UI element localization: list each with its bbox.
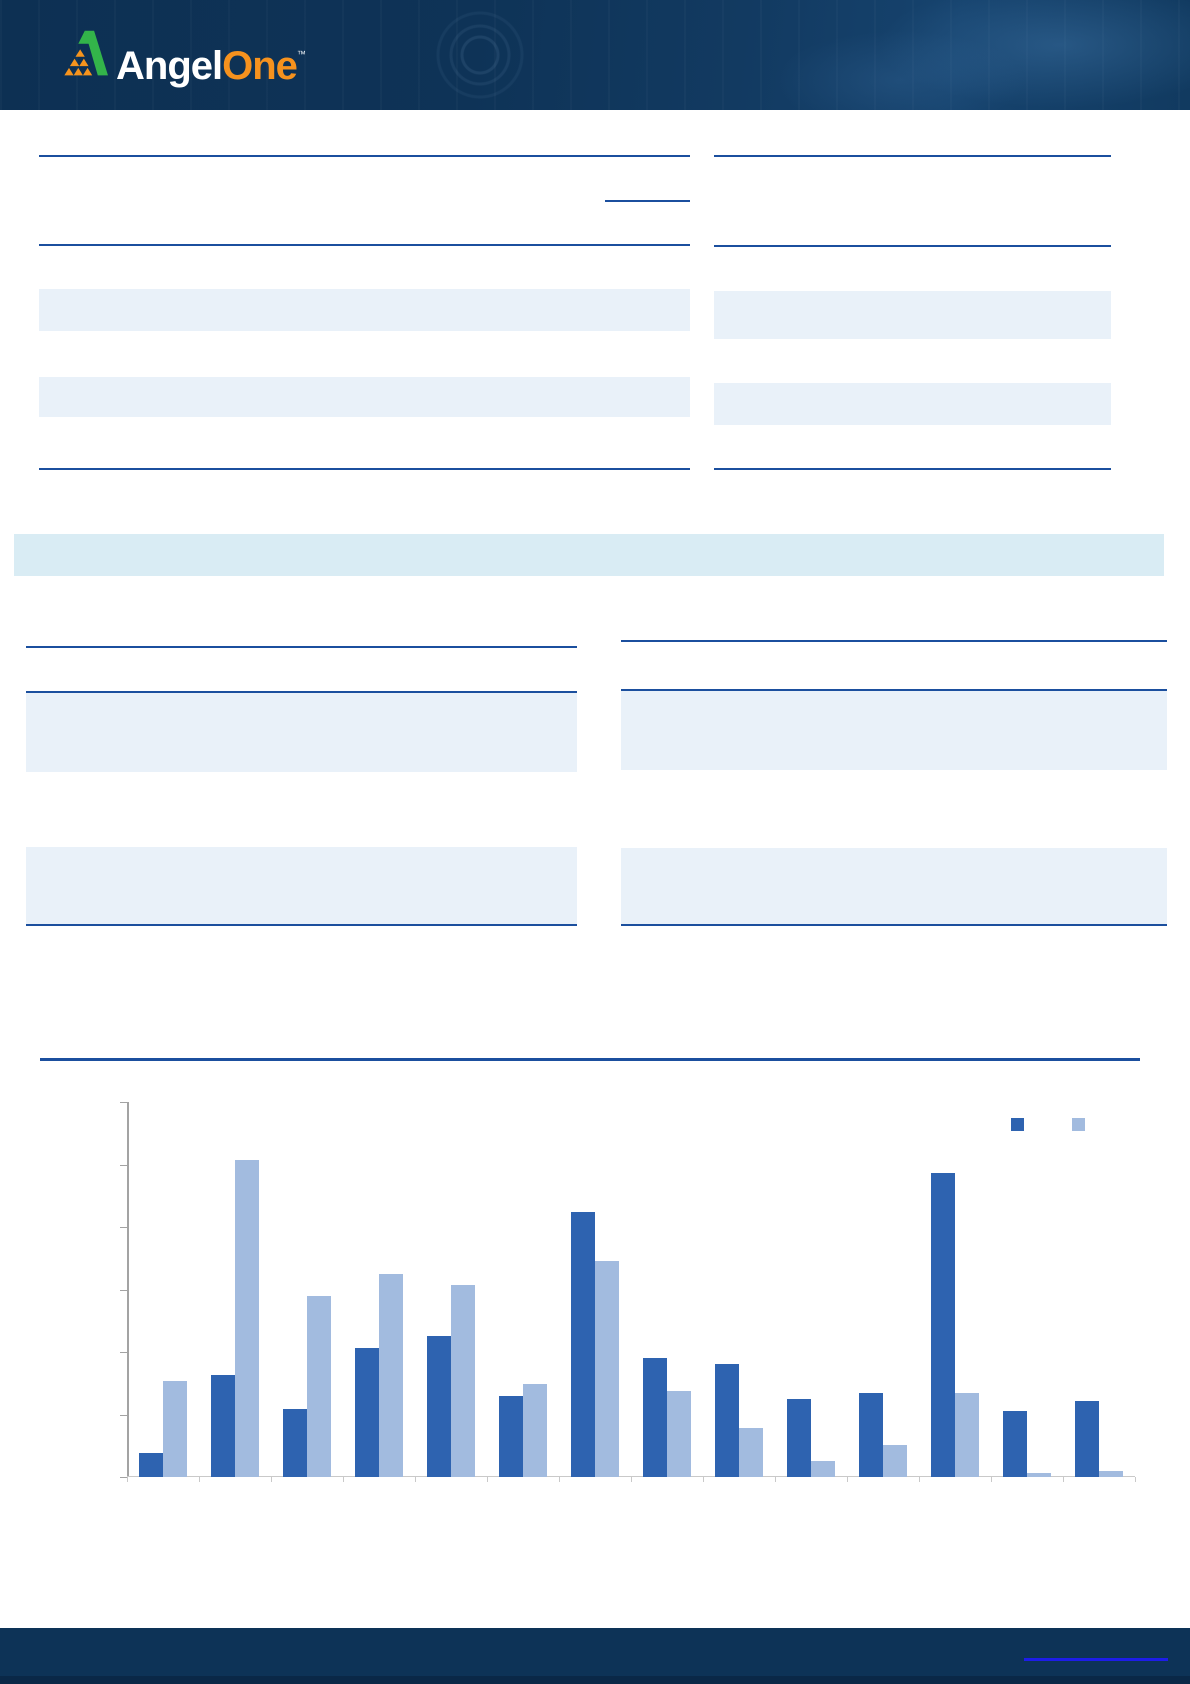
footer-bar: [0, 1628, 1190, 1684]
right-table-row-band: [714, 291, 1111, 339]
y-axis-tick: [120, 1414, 127, 1416]
y-axis-tick: [120, 1289, 127, 1291]
y-axis-tick: [120, 1227, 127, 1228]
y-axis-line: [127, 1102, 129, 1477]
x-axis-tick: [1063, 1477, 1064, 1482]
angelone-logo-icon: [64, 30, 108, 76]
chart-section-rule: [40, 1058, 1140, 1061]
angelone-logo: AngelOne™: [56, 28, 306, 88]
bar-series1: [427, 1336, 451, 1477]
right-col-row-band: [621, 848, 1167, 926]
bar-series2: [1099, 1471, 1123, 1477]
bar-series1: [931, 1173, 955, 1477]
x-axis-tick: [487, 1477, 488, 1482]
bar-series2: [451, 1285, 475, 1477]
left-table-row-band: [39, 377, 690, 417]
right-col-header-rule: [621, 689, 1167, 691]
bar-series1: [859, 1393, 883, 1477]
x-axis-tick: [919, 1477, 920, 1482]
right-table-bottom-rule: [714, 468, 1111, 470]
header-bar: AngelOne™: [0, 0, 1190, 110]
left-col-bottom-rule: [26, 924, 577, 926]
left-col-header-rule: [26, 691, 577, 693]
x-axis-tick: [703, 1477, 704, 1482]
left-col-row-band: [26, 847, 577, 926]
legend-swatch-series2: [1072, 1118, 1085, 1131]
y-axis-tick: [120, 1477, 127, 1478]
left-table-value-underline: [605, 200, 690, 202]
bar-series2: [883, 1445, 907, 1477]
left-table-mid-rule: [39, 244, 690, 246]
left-col-row-band: [26, 693, 577, 772]
footer-bottom-strip: [0, 1676, 1190, 1684]
highlight-banner: [14, 534, 1164, 576]
footer-link-underline[interactable]: [1024, 1658, 1168, 1661]
right-col-bottom-rule: [621, 924, 1167, 926]
brand-wordmark: AngelOne™: [116, 28, 306, 92]
x-axis-tick: [1135, 1477, 1136, 1482]
bar-series1: [355, 1348, 379, 1477]
left-table-bottom-rule: [39, 468, 690, 470]
left-table-top-rule: [39, 155, 690, 157]
bar-series2: [307, 1296, 331, 1477]
bar-series1: [787, 1399, 811, 1477]
bar-series2: [955, 1393, 979, 1477]
brand-word-angel: Angel: [116, 44, 223, 88]
bar-series1: [571, 1212, 595, 1477]
trademark-symbol: ™: [296, 49, 306, 59]
bar-series2: [235, 1160, 259, 1477]
bar-series2: [811, 1461, 835, 1477]
left-col-heading-rule: [26, 646, 577, 648]
y-axis-tick: [120, 1102, 127, 1103]
right-table-mid-rule: [714, 245, 1111, 247]
bar-series2: [523, 1384, 547, 1477]
bar-series1: [1003, 1411, 1027, 1477]
bar-series2: [739, 1428, 763, 1477]
bar-series2: [1027, 1473, 1051, 1477]
bar-series2: [379, 1274, 403, 1477]
right-col-heading-rule: [621, 640, 1167, 642]
legend-swatch-series1: [1011, 1118, 1024, 1131]
x-axis-tick: [271, 1477, 272, 1482]
bar-series1: [139, 1453, 163, 1477]
right-table-row-band: [714, 383, 1111, 425]
x-axis-tick: [199, 1477, 200, 1482]
bar-series1: [715, 1364, 739, 1477]
bar-series1: [1075, 1401, 1099, 1477]
right-col-row-band: [621, 691, 1167, 770]
x-axis-tick: [415, 1477, 416, 1482]
right-table-top-rule: [714, 155, 1111, 157]
bar-series2: [595, 1261, 619, 1477]
brand-word-one: One: [222, 44, 298, 88]
x-axis-tick: [127, 1477, 128, 1482]
bar-series2: [163, 1381, 187, 1477]
x-axis-line: [127, 1476, 1135, 1477]
y-axis-tick: [120, 1352, 127, 1353]
left-table-row-band: [39, 289, 690, 331]
bar-series1: [499, 1396, 523, 1477]
x-axis-tick: [559, 1477, 560, 1482]
bar-series1: [283, 1409, 307, 1477]
bar-series2: [667, 1391, 691, 1477]
chart-plot: [120, 1102, 1136, 1482]
x-axis-tick: [343, 1477, 344, 1482]
x-axis-tick: [847, 1477, 848, 1482]
y-axis-tick: [120, 1164, 127, 1166]
bar-series1: [643, 1358, 667, 1477]
x-axis-tick: [775, 1477, 776, 1482]
bar-series1: [211, 1375, 235, 1477]
x-axis-tick: [991, 1477, 992, 1482]
x-axis-tick: [631, 1477, 632, 1482]
